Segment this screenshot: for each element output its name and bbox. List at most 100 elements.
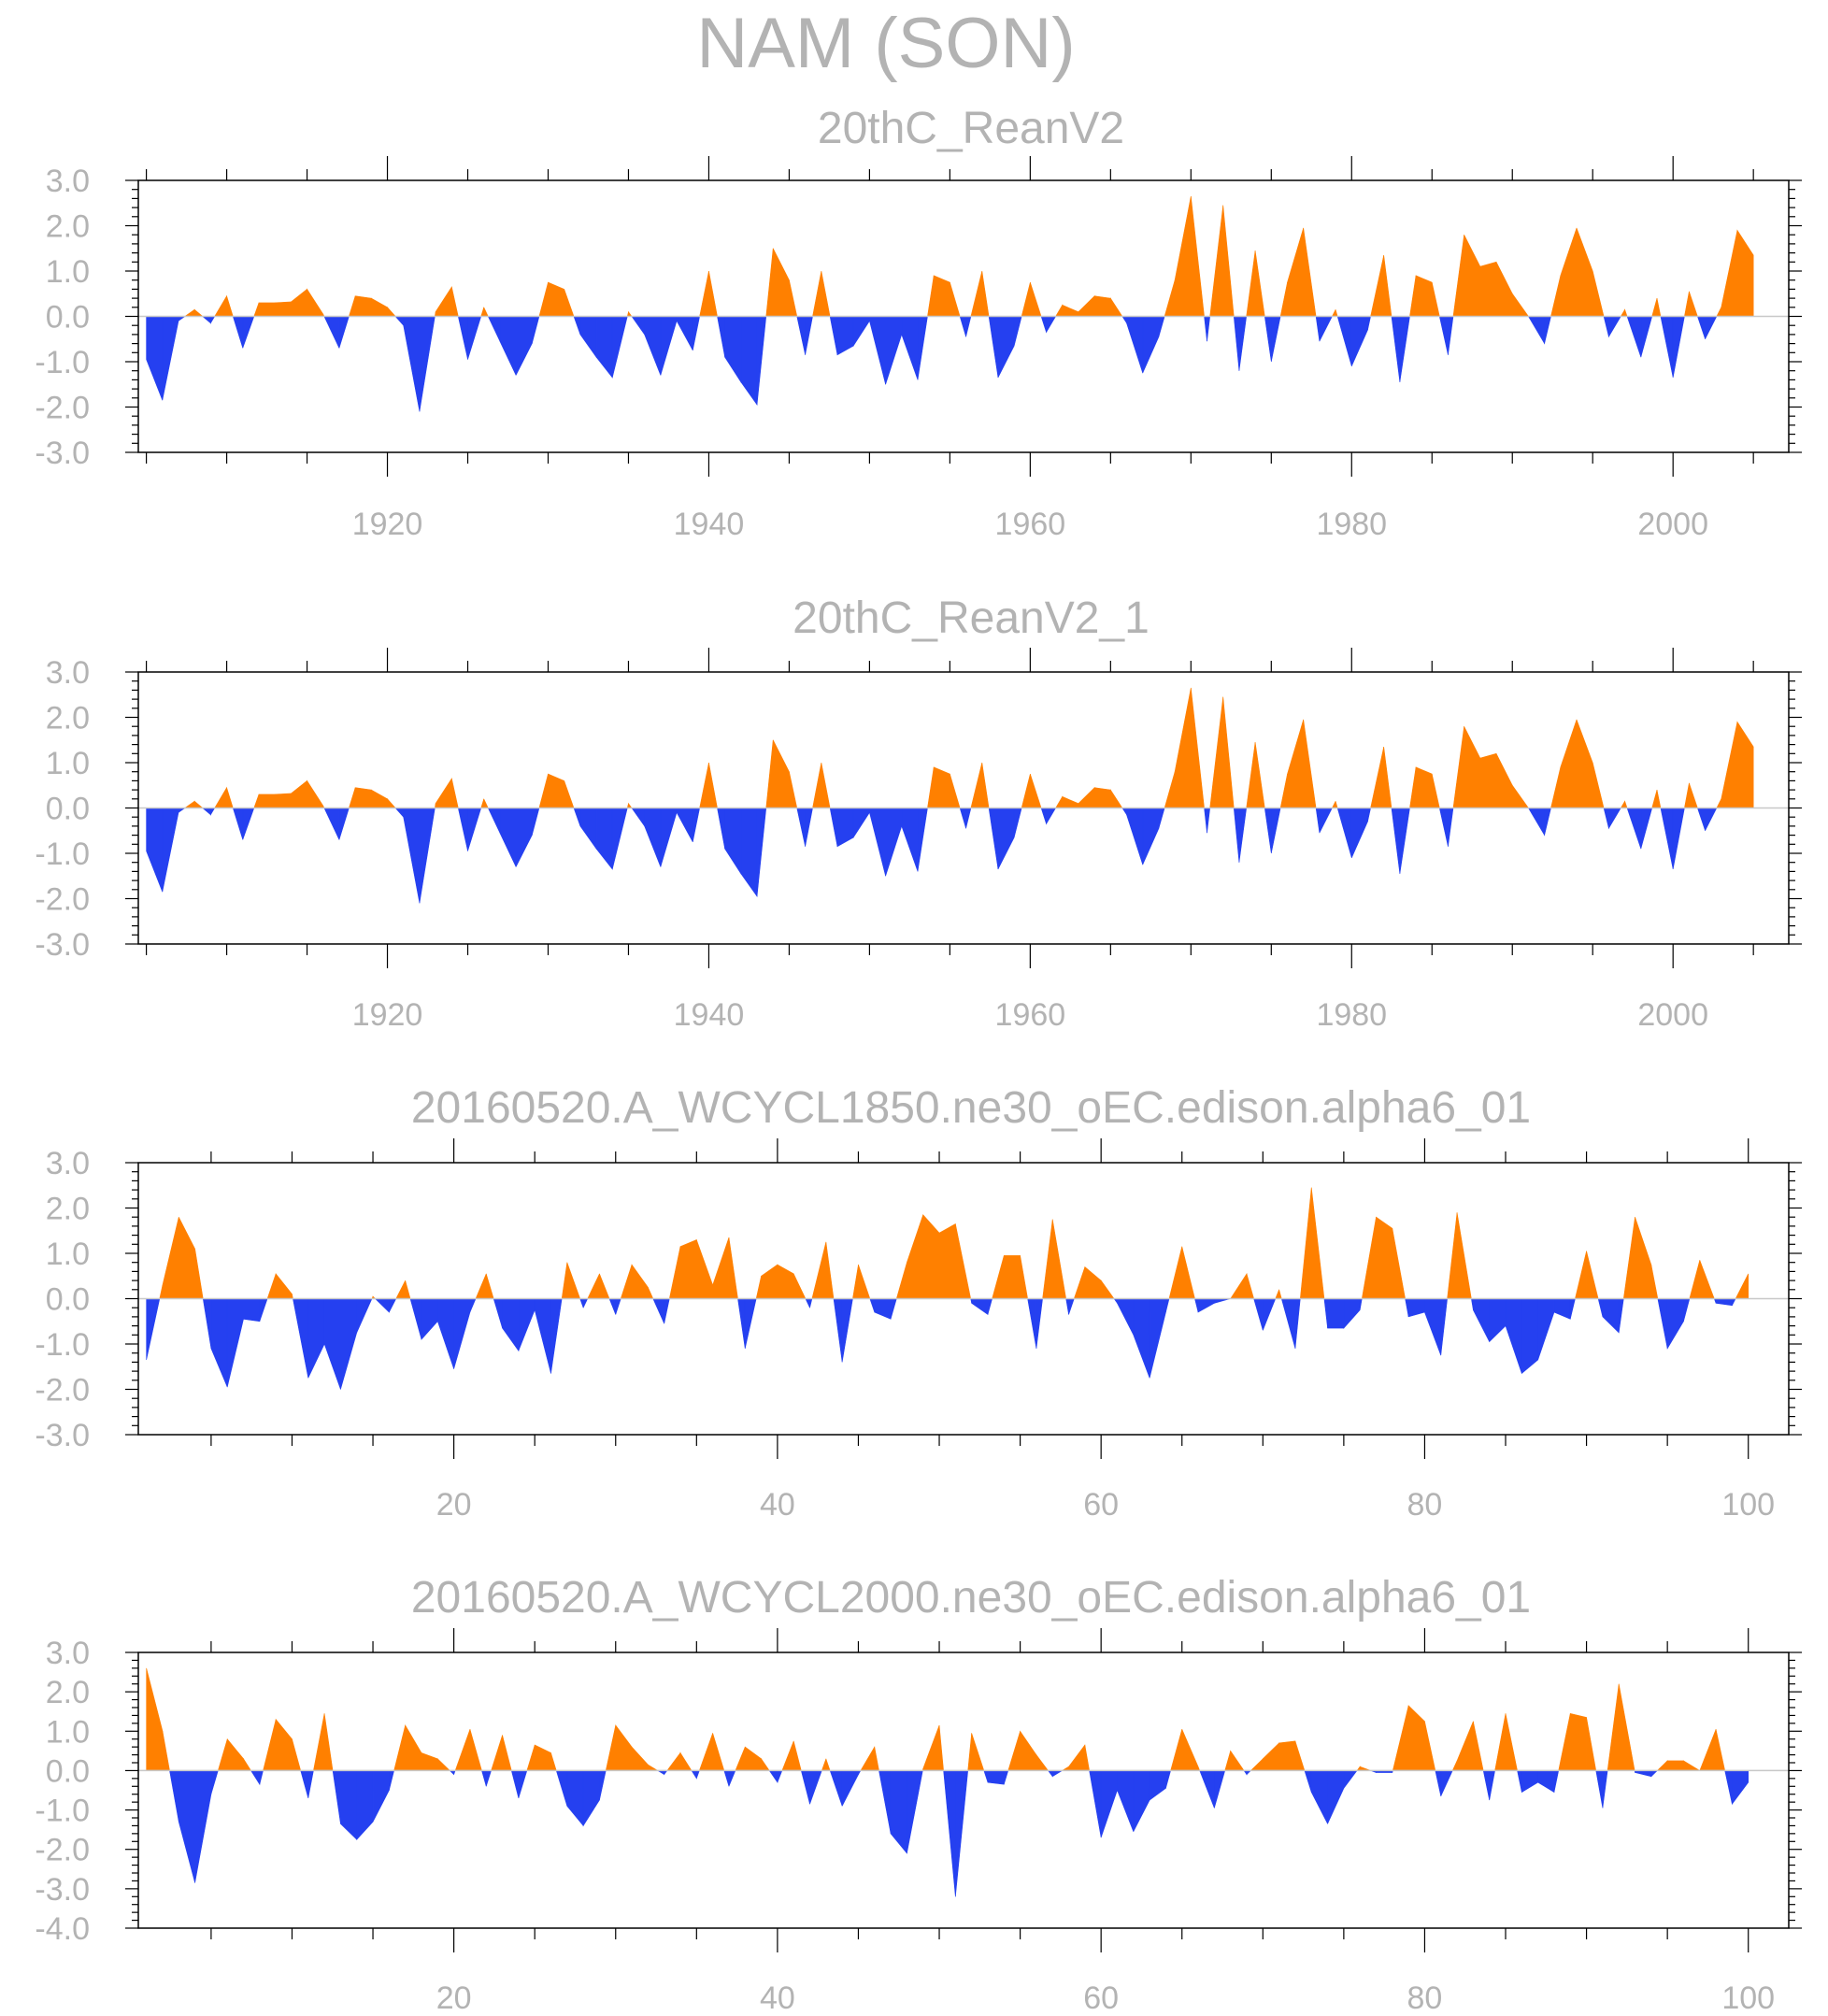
x-tick-label: 60 (1083, 1487, 1119, 1523)
positive-area (874, 1747, 879, 1771)
negative-area (555, 1770, 568, 1807)
x-tick-label: 1980 (1316, 997, 1387, 1033)
negative-area (1142, 316, 1160, 374)
negative-area (162, 316, 179, 401)
positive-area (1464, 235, 1481, 317)
negative-area (232, 808, 244, 840)
negative-area (573, 808, 581, 827)
negative-area (1521, 1770, 1538, 1794)
x-tick-label: 1980 (1316, 507, 1387, 542)
negative-area (997, 316, 1015, 379)
positive-area (491, 1735, 503, 1771)
negative-area (307, 1298, 325, 1379)
negative-area (1537, 1770, 1555, 1794)
positive-area (1558, 1713, 1571, 1771)
negative-area (644, 316, 662, 376)
negative-area (201, 808, 211, 816)
negative-area (777, 1770, 783, 1783)
negative-area (740, 316, 758, 407)
positive-area (263, 1719, 277, 1771)
positive-area (1230, 1272, 1248, 1299)
negative-area (1672, 808, 1685, 870)
positive-area (1310, 1187, 1325, 1299)
negative-area (1595, 1770, 1604, 1809)
negative-area (493, 1298, 503, 1329)
x-tick-label: 20 (436, 1980, 472, 2016)
positive-area (405, 1723, 422, 1771)
positive-area (1370, 746, 1384, 808)
positive-area (1560, 227, 1578, 317)
positive-area (1495, 262, 1513, 317)
positive-area (146, 1667, 164, 1771)
negative-area (1635, 1770, 1652, 1778)
positive-area (258, 794, 276, 808)
negative-area (599, 1770, 607, 1801)
positive-area (1505, 1713, 1518, 1771)
positive-area (1684, 291, 1690, 317)
positive-area (1618, 1683, 1635, 1771)
positive-area (1656, 1760, 1668, 1771)
positive-area (454, 1729, 471, 1771)
negative-area (1505, 1298, 1522, 1374)
positive-area (1209, 205, 1224, 317)
positive-area (922, 1213, 940, 1299)
positive-area (708, 762, 718, 808)
negative-area (983, 1770, 989, 1783)
y-tick-label: 3.0 (46, 1146, 90, 1181)
negative-area (1569, 1298, 1576, 1320)
positive-area (1473, 1721, 1484, 1771)
negative-area (531, 316, 540, 344)
negative-area (1489, 1770, 1495, 1801)
positive-area (1586, 1251, 1599, 1299)
negative-area (1350, 316, 1368, 366)
negative-area (1013, 808, 1022, 838)
negative-area (1323, 1298, 1328, 1329)
positive-area (789, 771, 798, 808)
positive-area (933, 275, 950, 317)
positive-area (253, 794, 260, 808)
negative-area (1435, 1770, 1442, 1796)
positive-area (1392, 1228, 1406, 1299)
negative-area (1204, 316, 1207, 342)
y-tick-label: -1.0 (35, 345, 90, 380)
y-tick-label: -2.0 (35, 1833, 90, 1868)
positive-area (907, 1214, 924, 1299)
series-area (146, 687, 1754, 904)
negative-area (988, 316, 999, 379)
positive-area (1689, 1260, 1701, 1299)
positive-area (699, 762, 709, 808)
positive-area (587, 1273, 600, 1299)
positive-area (772, 739, 790, 808)
positive-area (395, 1280, 406, 1299)
negative-area (829, 1770, 843, 1807)
negative-area (1367, 808, 1371, 822)
positive-area (1021, 774, 1031, 808)
negative-area (805, 808, 813, 847)
y-tick-label: -3.0 (35, 1872, 90, 1908)
negative-area (1660, 316, 1674, 379)
negative-area (1051, 1770, 1064, 1778)
negative-area (1527, 316, 1545, 345)
negative-area (608, 1298, 617, 1315)
negative-area (1438, 316, 1449, 355)
negative-area (965, 808, 972, 829)
negative-area (1438, 808, 1449, 847)
positive-area (162, 1217, 179, 1299)
negative-area (717, 808, 725, 850)
positive-area (1495, 753, 1513, 808)
positive-area (666, 1751, 681, 1771)
series-area (146, 1187, 1749, 1390)
negative-area (146, 316, 164, 401)
positive-area (1415, 275, 1433, 317)
negative-area (307, 1770, 314, 1798)
negative-area (510, 1770, 520, 1799)
negative-area (146, 1298, 161, 1361)
positive-area (258, 302, 276, 317)
negative-area (1640, 808, 1653, 850)
positive-area (564, 289, 575, 317)
negative-area (1626, 808, 1642, 850)
positive-area (243, 1757, 252, 1771)
positive-area (1651, 298, 1658, 317)
positive-area (183, 800, 195, 808)
negative-area (1233, 808, 1240, 863)
